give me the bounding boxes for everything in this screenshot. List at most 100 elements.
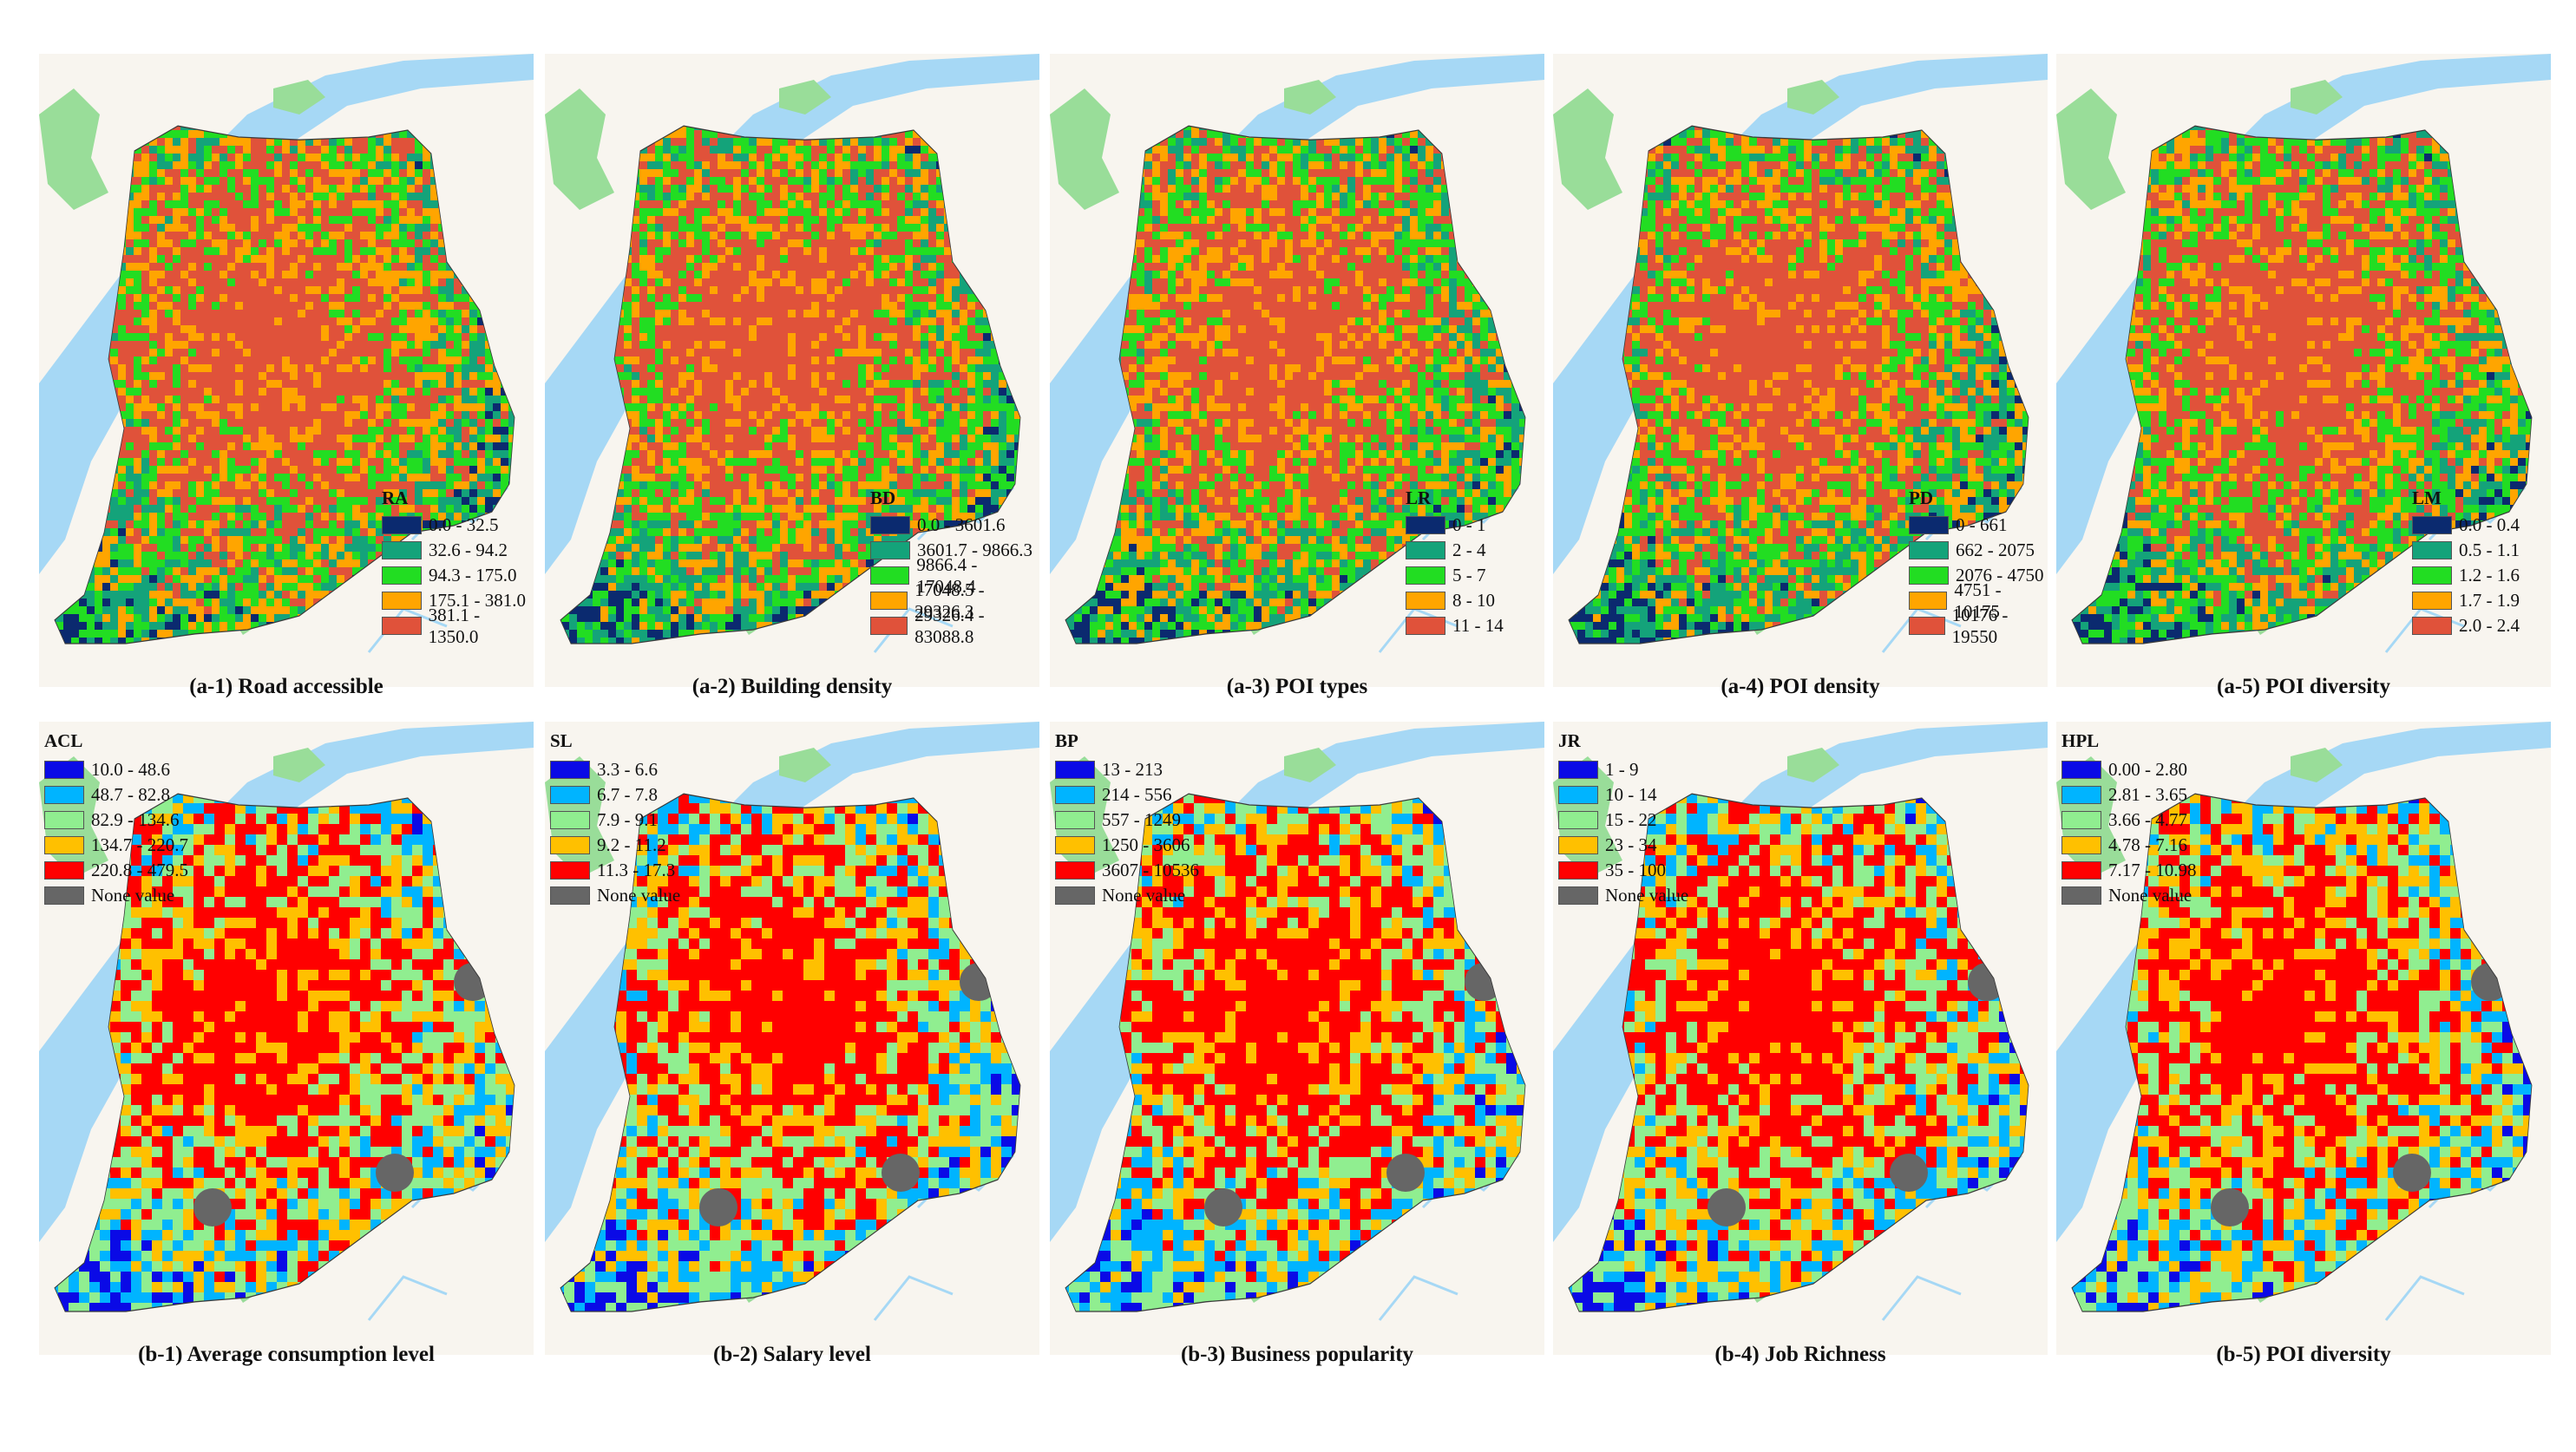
- legend-item: 0 - 1: [1406, 513, 1504, 538]
- legend-item: 381.1 - 1350.0: [382, 605, 534, 647]
- legend-item: 8 - 10: [1406, 588, 1504, 613]
- legend-swatch: [1558, 836, 1598, 854]
- legend-item: 13 - 213: [1055, 757, 1199, 782]
- map-canvas: [2056, 722, 2551, 1321]
- legend-item: 0 - 661: [1909, 513, 2048, 538]
- legend-label: 32.6 - 94.2: [429, 540, 508, 561]
- legend-swatch: [382, 592, 422, 610]
- map-frame: [39, 54, 534, 687]
- legend-item: 4.78 - 7.16: [2061, 833, 2197, 858]
- legend-item: 557 - 1249: [1055, 808, 1199, 833]
- map-frame: [1553, 54, 2048, 687]
- legend-item: 48.7 - 82.8: [44, 782, 188, 808]
- legend-label: 10176 - 19550: [1952, 605, 2048, 648]
- legend-item: 134.7 - 220.7: [44, 833, 188, 858]
- legend-label: 3.66 - 4.77: [2108, 809, 2187, 831]
- legend-title: SL: [550, 730, 680, 752]
- green-area: [273, 80, 325, 114]
- legend-title: HPL: [2061, 730, 2197, 752]
- legend-item: 15 - 22: [1558, 808, 1688, 833]
- legend-label: 0.00 - 2.80: [2108, 759, 2187, 781]
- map-frame: [1050, 722, 1544, 1355]
- legend-swatch: [1909, 592, 1948, 610]
- map-legend: BD 0.0 - 3601.6 3601.7 - 9866.3 9866.4 - 17…: [870, 487, 1039, 647]
- legend-label: 7.17 - 10.98: [2108, 860, 2197, 881]
- legend-label: 10 - 14: [1605, 784, 1657, 806]
- legend-label: 10.0 - 48.6: [91, 759, 170, 781]
- legend-item: 3.3 - 6.6: [550, 757, 680, 782]
- map-frame: [545, 722, 1039, 1355]
- legend-item: 17048.5 - 29326.3: [870, 579, 1039, 622]
- legend-label: None value: [597, 885, 680, 906]
- map-canvas: [1553, 722, 2048, 1321]
- legend-label: None value: [2108, 885, 2192, 906]
- panel-caption: (b-4) Job Richness: [1553, 1343, 2048, 1367]
- legend-label: 1 - 9: [1605, 759, 1639, 781]
- legend-label: 220.8 - 479.5: [91, 860, 188, 881]
- map-canvas: [545, 722, 1039, 1321]
- legend-swatch: [2412, 541, 2452, 559]
- legend-item: 9.2 - 11.2: [550, 833, 680, 858]
- legend-label: 15 - 22: [1605, 809, 1657, 831]
- district-boundary: [560, 793, 1021, 1312]
- map-legend: ACL 10.0 - 48.6 48.7 - 82.8 82.9 - 134.6 134…: [44, 730, 188, 908]
- legend-item: None value: [2061, 883, 2197, 908]
- legend-label: 29326.4 - 83088.8: [914, 605, 1039, 648]
- legend-swatch: [1055, 786, 1095, 804]
- legend-item: None value: [44, 883, 188, 908]
- legend-swatch: [550, 861, 590, 880]
- legend-item: 175.1 - 381.0: [382, 588, 534, 613]
- map-legend: PD 0 - 661 662 - 2075 2076 - 4750 4751 - 101…: [1909, 487, 2048, 647]
- legend-swatch: [1558, 811, 1598, 829]
- legend-title: LR: [1406, 487, 1504, 509]
- legend-item: 94.3 - 175.0: [382, 563, 534, 588]
- legend-swatch: [1055, 761, 1095, 779]
- map-legend: SL 3.3 - 6.6 6.7 - 7.8 7.9 - 9.1 9.2 - 11.2 1…: [550, 730, 680, 908]
- legend-swatch: [44, 836, 84, 854]
- legend-swatch: [1055, 811, 1095, 829]
- legend-swatch: [1055, 861, 1095, 880]
- legend-swatch: [870, 516, 910, 534]
- legend-item: 2.81 - 3.65: [2061, 782, 2197, 808]
- legend-label: 2.0 - 2.4: [2459, 615, 2520, 637]
- map-legend: LR 0 - 1 2 - 4 5 - 7 8 - 10 11 - 14: [1406, 487, 1504, 638]
- legend-label: 8 - 10: [1452, 590, 1495, 612]
- legend-item: 3607 - 10536: [1055, 858, 1199, 883]
- map-frame: [1050, 54, 1544, 687]
- legend-label: 0 - 1: [1452, 514, 1486, 536]
- legend-item: 2.0 - 2.4: [2412, 613, 2520, 638]
- green-area: [779, 748, 831, 782]
- legend-item: 5 - 7: [1406, 563, 1504, 588]
- legend-label: 3607 - 10536: [1102, 860, 1199, 881]
- legend-label: 7.9 - 9.1: [597, 809, 658, 831]
- legend-item: 6.7 - 7.8: [550, 782, 680, 808]
- legend-swatch: [2412, 566, 2452, 585]
- legend-item: 220.8 - 479.5: [44, 858, 188, 883]
- district-boundary: [560, 125, 1021, 644]
- legend-label: 48.7 - 82.8: [91, 784, 170, 806]
- green-area: [2291, 80, 2343, 114]
- legend-swatch: [44, 786, 84, 804]
- map-canvas: [1553, 54, 2048, 653]
- legend-label: 1.2 - 1.6: [2459, 565, 2520, 586]
- legend-item: 23 - 34: [1558, 833, 1688, 858]
- legend-swatch: [1055, 836, 1095, 854]
- map-panel-a-5: LM 0.0 - 0.4 0.5 - 1.1 1.2 - 1.6 1.7 - 1.9 2.…: [2056, 54, 2551, 687]
- legend-swatch: [1909, 516, 1949, 534]
- legend-swatch: [1558, 786, 1598, 804]
- legend-label: 2.81 - 3.65: [2108, 784, 2187, 806]
- legend-swatch: [2061, 761, 2101, 779]
- map-canvas: [39, 722, 534, 1321]
- map-legend: LM 0.0 - 0.4 0.5 - 1.1 1.2 - 1.6 1.7 - 1.9 2.…: [2412, 487, 2520, 638]
- district-boundary: [54, 793, 515, 1312]
- legend-item: 0.0 - 3601.6: [870, 513, 1039, 538]
- panel-caption: (b-5) POI diversity: [2056, 1343, 2551, 1367]
- map-panel-a-1: RA 0.0 - 32.5 32.6 - 94.2 94.3 - 175.0 175.1…: [39, 54, 534, 687]
- legend-label: 4751 - 10175: [1954, 579, 2048, 623]
- legend-label: None value: [91, 885, 174, 906]
- legend-item: 7.9 - 9.1: [550, 808, 680, 833]
- green-area: [779, 80, 831, 114]
- map-panel-b-2: SL 3.3 - 6.6 6.7 - 7.8 7.9 - 9.1 9.2 - 11.2 1…: [545, 722, 1039, 1355]
- legend-swatch: [1406, 516, 1445, 534]
- green-area: [1787, 748, 1839, 782]
